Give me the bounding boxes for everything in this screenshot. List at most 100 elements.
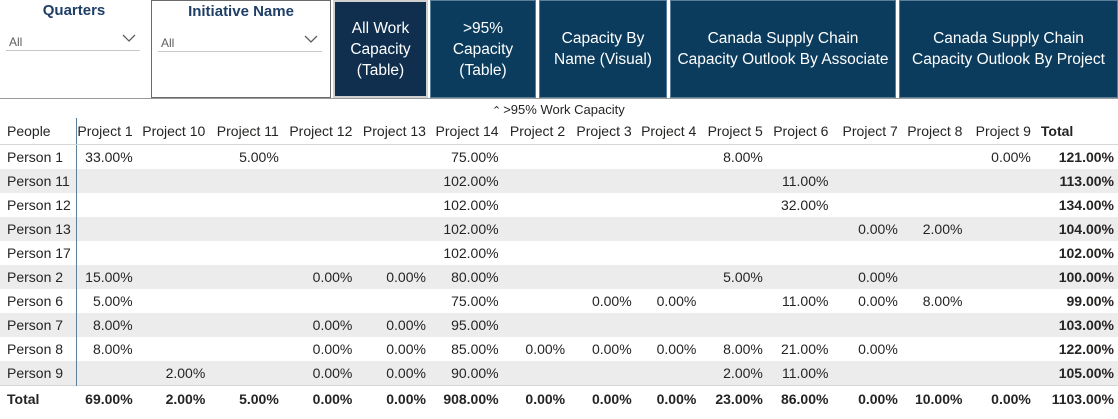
quarters-dropdown[interactable]: All (6, 29, 140, 51)
matrix-top-border (0, 98, 1118, 99)
table-cell: 5.00% (700, 265, 767, 289)
column-header[interactable]: Project 6 (766, 118, 833, 145)
table-cell: 75.00% (451, 149, 499, 165)
matrix-column-group-header[interactable]: ⌃ >95% Work Capacity (492, 102, 625, 117)
row-label[interactable]: Person 12 (0, 193, 78, 217)
outlook-by-project-button[interactable]: Canada Supply Chain Capacity Outlook By … (899, 0, 1118, 98)
total-cell: 0.00% (966, 385, 1035, 411)
table-cell (636, 241, 701, 265)
table-cell (902, 145, 967, 170)
table-cell (766, 265, 833, 289)
row-label[interactable]: Person 9 (0, 361, 78, 386)
column-header[interactable]: Project 13 (356, 118, 430, 145)
table-cell (569, 193, 636, 217)
row-label[interactable]: Person 17 (0, 241, 78, 265)
table-cell (832, 169, 902, 193)
table-cell (209, 193, 283, 217)
capacity-matrix: ⌃ >95% Work Capacity People Project 1 Proj… (0, 98, 1118, 419)
row-label[interactable]: Person 11 (0, 169, 78, 193)
table-cell: 5.00% (239, 149, 279, 165)
table-cell (569, 241, 636, 265)
table-cell: 0.00% (386, 341, 426, 357)
table-cell (209, 313, 283, 337)
table-cell (635, 169, 701, 193)
row-header-people[interactable]: People (0, 118, 78, 145)
all-work-capacity-button[interactable]: All Work Capacity (Table) (333, 0, 428, 98)
table-cell: 32.00% (780, 197, 829, 213)
table-cell (901, 265, 967, 289)
table-cell (767, 241, 833, 265)
column-header[interactable]: Project 11 (209, 118, 283, 145)
outlook-by-associate-button[interactable]: Canada Supply Chain Capacity Outlook By … (670, 0, 896, 98)
row-label[interactable]: Person 6 (0, 289, 78, 313)
table-cell (832, 241, 901, 265)
column-header-total[interactable]: Total (1034, 118, 1118, 145)
table-cell (635, 313, 701, 337)
table-cell: 21.00% (780, 341, 829, 357)
total-cell: 908.00% (429, 385, 503, 411)
column-header[interactable]: Project 7 (832, 118, 902, 145)
table-cell (569, 169, 636, 193)
row-label[interactable]: Person 7 (0, 313, 78, 337)
total-cell: 2.00% (136, 385, 210, 411)
table-cell: 0.00% (356, 265, 430, 289)
total-row-label: Total (0, 385, 77, 411)
column-header[interactable]: Project 10 (136, 118, 210, 145)
table-cell: 95.00% (429, 313, 503, 337)
table-cell (569, 361, 636, 386)
table-cell: 8.00% (723, 149, 763, 165)
table-cell (502, 265, 570, 289)
column-header[interactable]: Project 3 (569, 118, 636, 145)
column-header[interactable]: Project 14 (429, 118, 503, 145)
table-cell (136, 313, 210, 337)
table-cell: 102.00% (429, 169, 503, 193)
initiative-dropdown[interactable]: All (158, 30, 322, 52)
capacity-by-name-button[interactable]: Capacity By Name (Visual) (539, 0, 667, 98)
table-cell (636, 193, 701, 217)
table-cell (569, 313, 636, 337)
table-cell: 0.00% (832, 265, 902, 289)
table-cell (282, 217, 357, 241)
table-cell (502, 217, 570, 241)
column-header[interactable]: Project 4 (635, 118, 701, 145)
column-header[interactable]: Project 2 (502, 118, 570, 145)
table-cell (767, 145, 833, 170)
column-header[interactable]: Project 9 (966, 118, 1035, 145)
table-cell (137, 145, 210, 170)
row-total-cell: 134.00% (1058, 197, 1114, 213)
column-header[interactable]: Project 5 (700, 118, 767, 145)
table-cell (700, 289, 767, 313)
column-header[interactable]: Project 1 (76, 118, 137, 145)
table-row: Person 6 5.00% 75.00% 0.00% 0.00% 11.00% 0.00%… (0, 289, 1118, 313)
table-cell (700, 241, 767, 265)
table-cell (569, 217, 636, 241)
table-cell (901, 361, 967, 386)
table-cell (901, 313, 967, 337)
table-row: Person 17 102.00% 102.00% (0, 241, 1118, 265)
table-cell (966, 337, 1034, 361)
table-cell (700, 193, 767, 217)
table-cell: 11.00% (766, 361, 833, 386)
table-cell: 2.00% (136, 361, 210, 386)
row-label[interactable]: Person 13 (0, 217, 78, 241)
initiative-dropdown-value: All (161, 36, 175, 50)
over95-capacity-button[interactable]: >95% Capacity (Table) (430, 0, 536, 98)
column-header[interactable]: Project 12 (282, 118, 357, 145)
table-cell (209, 361, 283, 386)
caret-up-icon: ⌃ (492, 105, 502, 117)
table-cell: 0.00% (832, 217, 902, 241)
row-label[interactable]: Person 2 (0, 265, 78, 289)
row-total-cell: 104.00% (1034, 217, 1118, 241)
matrix-table: People Project 1 Project 10 Project 11 Proj… (0, 118, 1118, 411)
row-label[interactable]: Person 8 (0, 337, 78, 361)
table-cell (503, 241, 570, 265)
total-cell: 0.00% (832, 385, 902, 411)
table-cell: 0.00% (282, 313, 357, 337)
table-cell (356, 169, 430, 193)
table-cell (966, 289, 1034, 313)
chevron-down-icon (304, 35, 318, 43)
row-label[interactable]: Person 1 (0, 144, 78, 169)
table-cell (635, 361, 701, 386)
column-header[interactable]: Project 8 (901, 118, 967, 145)
table-cell (901, 169, 967, 193)
